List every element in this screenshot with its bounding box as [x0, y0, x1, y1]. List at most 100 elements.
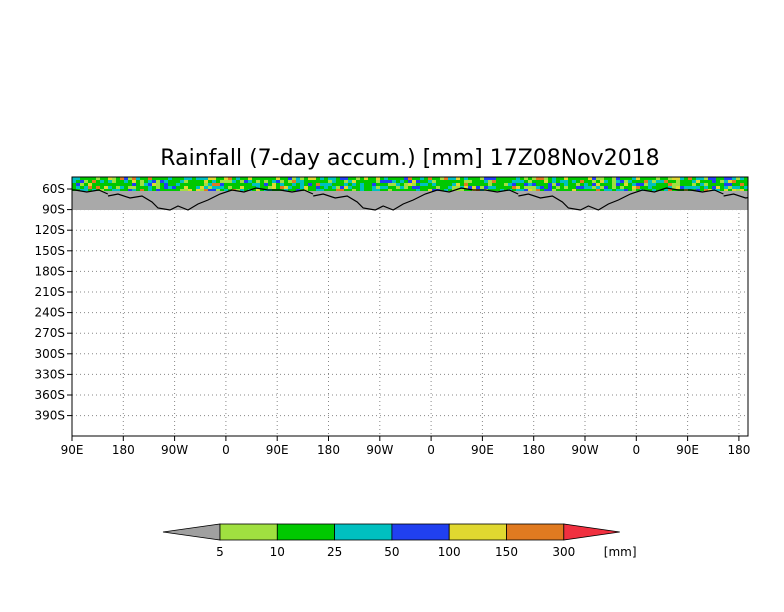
rain-cell: [568, 180, 572, 183]
rain-cell: [600, 189, 604, 192]
rain-cell: [296, 177, 300, 180]
rain-cell: [360, 180, 364, 183]
rain-cell: [496, 186, 500, 189]
rain-cell: [304, 183, 308, 186]
rain-cell: [628, 189, 632, 192]
rain-cell: [328, 180, 332, 183]
rain-cell: [408, 183, 412, 186]
rain-cell: [584, 183, 588, 186]
rain-cell: [72, 183, 76, 186]
rain-cell: [292, 177, 296, 180]
rain-cell: [540, 183, 544, 186]
rain-cell: [720, 177, 724, 180]
rain-cell: [212, 189, 216, 192]
rain-cell: [272, 186, 276, 189]
rain-cell: [328, 186, 332, 189]
rain-cell: [240, 183, 244, 186]
rain-cell: [264, 180, 268, 183]
rain-cell: [128, 189, 132, 192]
rain-cell: [384, 186, 388, 189]
rain-cell: [736, 189, 740, 192]
rain-cell: [232, 183, 236, 186]
rain-cell: [380, 183, 384, 186]
rain-cell: [292, 186, 296, 189]
rain-cell: [632, 186, 636, 189]
rain-cell: [140, 183, 144, 186]
rain-cell: [132, 183, 136, 186]
rain-cell: [260, 177, 264, 180]
rain-cell: [140, 186, 144, 189]
rain-cell: [484, 177, 488, 180]
colorbar-label: 10: [270, 545, 285, 559]
x-tick-label: 0: [427, 443, 435, 457]
x-tick-label: 90W: [366, 443, 393, 457]
rain-cell: [656, 183, 660, 186]
rain-cell: [708, 186, 712, 189]
rain-cell: [324, 186, 328, 189]
rain-cell: [596, 189, 600, 192]
x-tick-label: 0: [222, 443, 230, 457]
rain-cell: [128, 186, 132, 189]
rain-cell: [288, 177, 292, 180]
rain-cell: [740, 186, 744, 189]
rain-cell: [656, 186, 660, 189]
rain-cell: [744, 180, 748, 183]
rain-cell: [636, 186, 640, 189]
rain-cell: [712, 180, 716, 183]
rain-cell: [476, 183, 480, 186]
coastline-segment: [313, 187, 519, 211]
rain-cell: [260, 189, 264, 192]
rain-cell: [652, 183, 656, 186]
colorbar-high-arrow: [563, 523, 620, 541]
rain-cell: [716, 183, 720, 186]
rain-cell: [648, 186, 652, 189]
rain-cell: [720, 183, 724, 186]
rain-cell: [172, 180, 176, 183]
rain-cell: [656, 177, 660, 180]
rain-cell: [400, 177, 404, 180]
rain-cell: [80, 180, 84, 183]
rain-cell: [240, 189, 244, 192]
rain-cell: [244, 177, 248, 180]
rain-cell: [108, 180, 112, 183]
rain-cell: [100, 177, 104, 180]
rain-cell: [272, 183, 276, 186]
rain-cell: [400, 186, 404, 189]
rain-cell: [216, 186, 220, 189]
rain-cell: [380, 180, 384, 183]
y-tick-label: 90S: [42, 203, 65, 217]
rain-cell: [336, 186, 340, 189]
rain-cell: [508, 186, 512, 189]
rain-cell: [84, 180, 88, 183]
rain-cell: [740, 177, 744, 180]
rain-cell: [688, 186, 692, 189]
rain-cell: [500, 186, 504, 189]
rain-cell: [620, 180, 624, 183]
rain-cell: [556, 177, 560, 180]
rain-cell: [572, 180, 576, 183]
rain-cell: [192, 189, 196, 192]
rain-cell: [680, 183, 684, 186]
rain-cell: [344, 183, 348, 186]
rain-cell: [140, 177, 144, 180]
rain-cell: [672, 189, 676, 192]
rain-cell: [396, 177, 400, 180]
rain-cell: [572, 177, 576, 180]
rain-cell: [528, 189, 532, 192]
rain-cell: [516, 177, 520, 180]
rain-cell: [548, 180, 552, 183]
rain-cell: [736, 183, 740, 186]
rain-cell: [300, 183, 304, 186]
rain-cell: [192, 180, 196, 183]
rain-cell: [152, 177, 156, 180]
rain-cell: [528, 183, 532, 186]
rain-cell: [376, 189, 380, 192]
rain-cell: [488, 186, 492, 189]
rain-cell: [332, 177, 336, 180]
rain-cell: [432, 186, 436, 189]
rain-cell: [532, 177, 536, 180]
rain-cell: [196, 183, 200, 186]
rain-cell: [344, 180, 348, 183]
rain-cell: [252, 183, 256, 186]
rain-cell: [372, 189, 376, 192]
